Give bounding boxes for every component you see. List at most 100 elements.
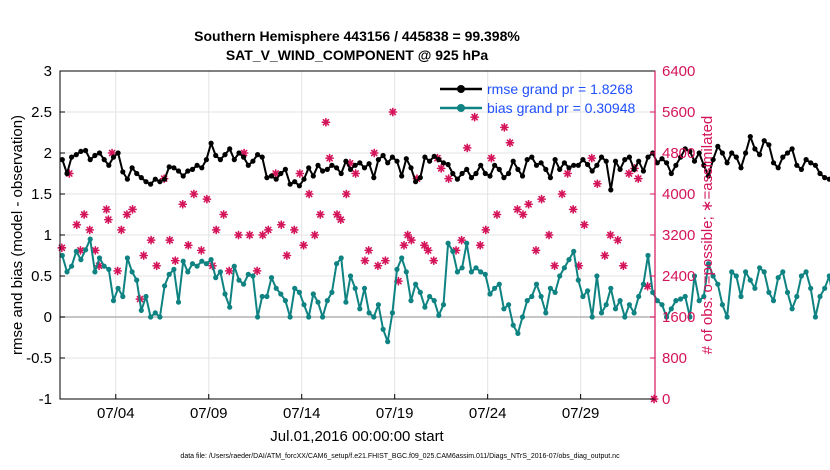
rmse-point: [334, 165, 340, 171]
bias-point: [389, 310, 395, 316]
rmse-point: [361, 165, 368, 171]
bias-point: [115, 285, 121, 291]
obs-count-marker: [310, 230, 320, 240]
bias-point: [822, 285, 828, 291]
rmse-point: [538, 160, 544, 166]
obs-count-marker: [224, 266, 234, 276]
rmse-point: [468, 175, 474, 181]
legend-swatch-marker: [457, 85, 465, 93]
obs-count-marker: [470, 112, 480, 122]
y-tick-label: 0: [44, 309, 52, 326]
obs-count-marker: [299, 240, 308, 250]
obs-count-marker: [513, 204, 522, 214]
rmse-point: [575, 162, 581, 168]
bias-point: [282, 298, 288, 304]
obs-count-marker: [420, 240, 429, 250]
bias-point: [268, 275, 275, 281]
obs-count-marker: [178, 199, 188, 209]
rmse-point: [422, 154, 428, 160]
rmse-point: [217, 157, 223, 163]
rmse-point: [357, 160, 363, 166]
obs-count-marker: [252, 266, 262, 276]
bias-point: [668, 306, 674, 312]
y2-tick-label: 1600: [662, 309, 695, 326]
rmse-point: [547, 175, 554, 181]
rmse-point: [598, 154, 605, 160]
obs-count-marker: [364, 245, 374, 255]
rmse-point: [417, 175, 423, 181]
rmse-point: [78, 148, 84, 154]
rmse-point: [352, 162, 358, 168]
rmse-point: [812, 162, 819, 168]
bias-point: [148, 314, 154, 320]
rmse-point: [552, 157, 558, 163]
rmse-point: [533, 162, 540, 168]
rmse-point: [143, 179, 149, 185]
obs-count-marker: [605, 230, 615, 240]
rmse-point: [738, 165, 744, 171]
obs-count-marker: [618, 261, 628, 271]
obs-count-marker: [380, 256, 390, 266]
rmse-point: [715, 143, 721, 149]
rmse-point: [543, 166, 549, 172]
bias-point: [696, 298, 702, 304]
bias-point: [529, 293, 535, 300]
y-tick-label: 3: [44, 63, 52, 80]
obs-count-marker: [550, 261, 559, 271]
obs-count-marker: [315, 210, 325, 219]
obs-count-marker: [202, 194, 212, 204]
rmse-point: [301, 176, 307, 182]
rmse-point: [227, 146, 233, 152]
obs-count-marker: [103, 215, 113, 225]
bias-point: [575, 277, 581, 283]
bias-point: [278, 291, 284, 297]
rmse-point: [445, 161, 451, 168]
rmse-point: [241, 154, 247, 160]
legend-label: bias grand pr = 0.30948: [487, 100, 635, 116]
rmse-point: [808, 160, 814, 166]
obs-count-marker: [563, 169, 573, 178]
bias-point: [533, 281, 540, 287]
rmse-point: [73, 152, 79, 158]
rmse-point: [789, 146, 795, 152]
rmse-point: [245, 162, 251, 168]
rmse-point: [603, 158, 609, 164]
rmse-point: [324, 166, 330, 172]
rmse-point: [120, 169, 126, 175]
bias-point: [552, 289, 558, 295]
bias-point: [366, 310, 372, 316]
rmse-point: [612, 158, 619, 164]
bias-point: [468, 269, 474, 275]
bias-point: [92, 269, 98, 275]
obs-count-marker: [587, 153, 597, 163]
bias-point: [259, 293, 265, 300]
rmse-point: [608, 187, 614, 193]
y-tick-label: 2: [44, 145, 52, 162]
bias-point: [301, 302, 307, 308]
x-tick-label: 07/24: [469, 405, 507, 422]
bias-point: [585, 288, 591, 294]
bias-point: [371, 314, 377, 320]
bias-point: [264, 293, 270, 300]
rmse-point: [594, 162, 600, 168]
rmse-point: [315, 162, 321, 168]
rmse-point: [399, 173, 405, 179]
obs-count-marker: [282, 251, 292, 260]
bias-point: [738, 293, 744, 300]
bias-point: [73, 248, 79, 254]
bias-point: [334, 261, 340, 267]
bias-point: [766, 289, 772, 295]
rmse-point: [487, 173, 493, 179]
rmse-point: [185, 168, 191, 174]
obs-count-marker: [557, 189, 567, 199]
rmse-point: [529, 154, 535, 160]
obs-count-marker: [57, 243, 67, 253]
rmse-point: [780, 154, 786, 160]
bias-point: [608, 285, 614, 291]
rmse-point: [282, 166, 288, 172]
bias-point: [561, 265, 568, 271]
rmse-point: [366, 161, 372, 167]
bias-point: [733, 273, 739, 279]
rmse-point: [83, 147, 89, 154]
rmse-point: [766, 142, 772, 148]
